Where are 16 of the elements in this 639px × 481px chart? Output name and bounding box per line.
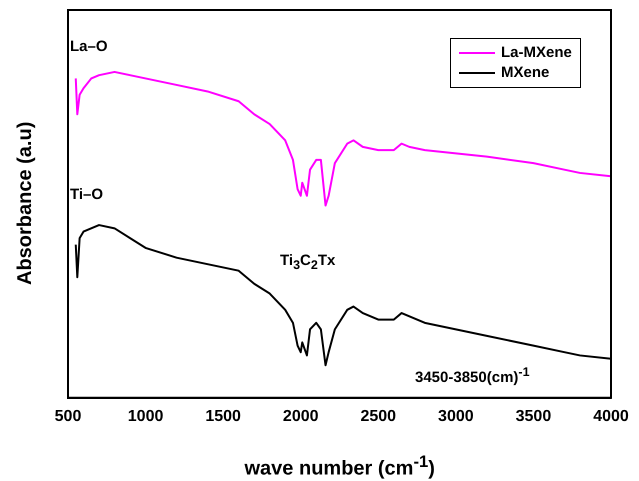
x-tick-label: 4000 <box>593 408 629 425</box>
x-tick-label: 500 <box>54 408 82 425</box>
x-tick-label: 2000 <box>282 408 319 425</box>
legend-label: La-MXene <box>501 43 572 63</box>
annotation: Ti–O <box>70 186 104 203</box>
annotation: Ti$_{3}$C$_{2}$Tx <box>280 252 336 272</box>
y-axis-title: Absorbance (a.u) <box>14 122 37 286</box>
x-tick-label: 1000 <box>128 408 164 425</box>
x-tick-label: 3000 <box>438 408 474 425</box>
x-axis-title: wave number (cm$^{-1}$) <box>244 452 435 481</box>
annotation: 3450-3850(cm)$^{-1}$ <box>415 365 530 386</box>
text: La–O <box>70 38 108 55</box>
x-tick-label: 2500 <box>360 408 396 425</box>
legend-label: MXene <box>501 63 550 83</box>
x-tick-label: 1500 <box>205 408 242 425</box>
x-tick-label: 3500 <box>516 408 552 425</box>
